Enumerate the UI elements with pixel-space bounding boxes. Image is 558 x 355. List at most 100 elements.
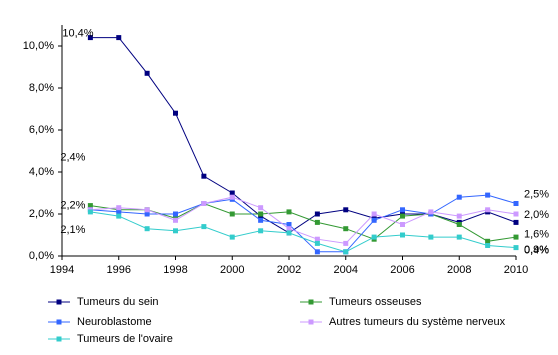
point-marker [343, 240, 349, 246]
x-tick-label: 1994 [50, 264, 74, 276]
point-marker [229, 190, 235, 196]
point-marker [456, 213, 462, 219]
legend-marker [56, 299, 62, 305]
point-marker [513, 211, 519, 217]
y-tick-label: 6,0% [29, 124, 54, 136]
point-marker [371, 217, 377, 223]
point-marker [400, 222, 405, 227]
point-marker [400, 207, 405, 213]
point-marker [87, 203, 93, 209]
point-marker [87, 209, 93, 215]
point-marker [314, 219, 320, 225]
point-marker [456, 234, 462, 240]
x-tick-label: 1998 [163, 264, 187, 276]
data-label: 2,0% [524, 209, 549, 221]
point-marker [513, 219, 519, 225]
series-line [90, 211, 517, 253]
point-marker [485, 238, 491, 244]
point-marker [513, 234, 519, 240]
x-tick-label: 2002 [277, 264, 301, 276]
point-marker [485, 207, 491, 213]
point-marker [258, 228, 264, 234]
point-marker [485, 192, 491, 198]
y-tick-label: 10,0% [23, 40, 54, 52]
point-marker [116, 209, 122, 215]
point-marker [456, 194, 462, 200]
point-marker [258, 211, 264, 217]
legend-label: Tumeurs de l'ovaire [77, 333, 173, 345]
x-tick-label: 1996 [107, 264, 131, 276]
x-tick-label: 2006 [390, 264, 414, 276]
legend-marker [308, 299, 314, 305]
point-marker [286, 222, 292, 227]
data-label: 2,1% [60, 224, 85, 236]
data-label: 2,2% [60, 200, 85, 212]
legend-label: Autres tumeurs du système nerveux [329, 316, 506, 328]
x-tick-label: 2004 [334, 264, 358, 276]
point-marker [314, 211, 320, 217]
point-marker [116, 35, 122, 41]
point-marker [144, 207, 150, 213]
point-marker [116, 205, 122, 211]
point-marker [513, 201, 519, 206]
legend-label: Tumeurs osseuses [329, 296, 422, 308]
data-label: 1,6% [524, 228, 549, 240]
point-marker [343, 207, 349, 213]
point-marker [485, 243, 491, 248]
y-tick-label: 8,0% [29, 82, 54, 94]
point-marker [116, 213, 122, 219]
point-marker [144, 226, 150, 232]
point-marker [173, 217, 178, 223]
point-marker [87, 35, 93, 41]
point-marker [229, 194, 235, 200]
legend-marker [308, 319, 314, 325]
point-marker [456, 222, 462, 227]
point-marker [513, 245, 519, 251]
point-marker [173, 110, 178, 116]
x-tick-label: 2010 [504, 264, 528, 276]
legend-label: Neuroblastome [77, 316, 152, 328]
legend-label: Tumeurs du sein [77, 296, 159, 308]
point-marker [400, 232, 405, 238]
point-marker [173, 228, 178, 234]
point-marker [314, 236, 320, 242]
x-tick-label: 2000 [220, 264, 244, 276]
point-marker [144, 211, 150, 217]
data-label: 2,4% [60, 152, 85, 164]
point-marker [371, 211, 377, 217]
series-line [90, 37, 517, 234]
point-marker [286, 226, 292, 232]
data-label: 10,4% [62, 28, 93, 40]
point-marker [286, 230, 292, 236]
point-marker [371, 234, 377, 240]
data-label: 2,5% [524, 188, 549, 200]
legend-marker [56, 336, 62, 342]
point-marker [343, 226, 349, 232]
y-tick-label: 4,0% [29, 166, 54, 178]
point-marker [258, 217, 264, 223]
y-tick-label: 0,0% [29, 250, 54, 262]
point-marker [229, 211, 235, 217]
point-marker [144, 70, 150, 76]
point-marker [343, 249, 349, 255]
point-marker [173, 211, 178, 217]
point-marker [314, 240, 320, 246]
point-marker [201, 201, 207, 206]
point-marker [201, 173, 207, 179]
point-marker [229, 234, 235, 240]
point-marker [428, 209, 434, 215]
point-marker [201, 224, 207, 230]
data-label: 0,9% [524, 244, 549, 256]
point-marker [286, 209, 292, 215]
y-tick-label: 2,0% [29, 208, 54, 220]
point-marker [258, 205, 264, 211]
legend-marker [56, 319, 62, 325]
point-marker [314, 249, 320, 255]
point-marker [400, 213, 405, 219]
series-line [90, 196, 517, 244]
x-tick-label: 2008 [447, 264, 471, 276]
data-label: 0,4% [524, 245, 549, 257]
point-marker [428, 234, 434, 240]
